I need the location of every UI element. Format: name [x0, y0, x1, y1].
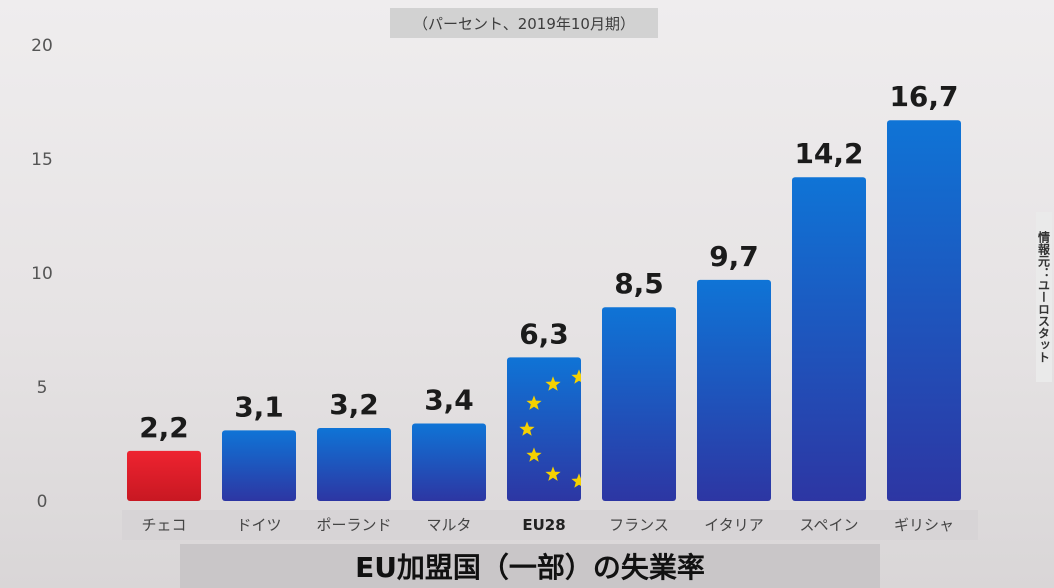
- y-tick-label: 0: [37, 492, 48, 512]
- bar-8: [887, 120, 961, 502]
- value-label: 8,5: [614, 267, 664, 300]
- data-source: 情報元：ユーロスタット: [1036, 212, 1052, 382]
- category-label: ドイツ: [236, 516, 281, 534]
- eu-star-icon: [571, 473, 581, 488]
- bar-4: [507, 357, 581, 501]
- value-label: 16,7: [889, 80, 958, 113]
- category-label: EU28: [522, 516, 565, 534]
- bar-6: [697, 279, 771, 501]
- category-label: スペイン: [800, 516, 859, 534]
- category-label: フランス: [609, 516, 669, 534]
- bar-7: [792, 177, 866, 502]
- eu-star-icon: [519, 421, 535, 436]
- value-label: 3,2: [329, 388, 379, 421]
- bar-3: [412, 423, 486, 501]
- eu-star-icon: [571, 369, 581, 384]
- category-label: イタリア: [704, 516, 763, 534]
- category-label: ギリシャ: [894, 516, 954, 534]
- eu-star-icon: [526, 395, 542, 410]
- bar-5: [602, 307, 676, 501]
- y-tick-label: 20: [31, 36, 53, 56]
- eu-star-icon: [526, 447, 542, 462]
- value-label: 2,2: [139, 411, 189, 444]
- value-label: 6,3: [519, 317, 569, 350]
- eu-flag-stars: [519, 369, 581, 488]
- y-tick-label: 10: [31, 264, 53, 284]
- y-tick-label: 5: [37, 378, 48, 398]
- y-tick-label: 15: [31, 150, 53, 170]
- value-label: 3,1: [234, 390, 284, 423]
- value-label: 9,7: [709, 240, 759, 273]
- chart-title: EU加盟国（一部）の失業率: [180, 544, 880, 588]
- category-label: ポーランド: [316, 516, 391, 534]
- eu-star-icon: [545, 466, 561, 481]
- category-label-band: [122, 510, 978, 540]
- value-label: 3,4: [424, 383, 474, 416]
- category-label: チェコ: [141, 516, 186, 534]
- category-label: マルタ: [426, 516, 471, 534]
- chart-subtitle: （パーセント、2019年10月期）: [390, 8, 658, 38]
- value-label: 14,2: [794, 137, 863, 170]
- eu-star-icon: [545, 376, 561, 391]
- bar-2: [317, 428, 391, 501]
- bar-1: [222, 430, 296, 501]
- bar-0: [127, 450, 201, 501]
